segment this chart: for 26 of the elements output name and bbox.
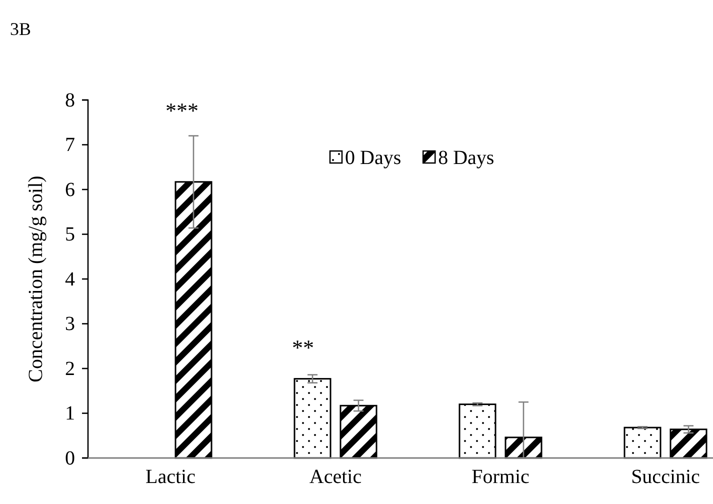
text: 3B [10,19,32,39]
x-tick-label: Formic [472,466,530,488]
annotation: *** [166,98,198,123]
bar [294,378,332,459]
y-tick-label: 2 [65,358,75,380]
bar [504,436,542,459]
annotation: ** [292,335,314,360]
bar [174,181,212,459]
y-axis-title: Concentration (mg/g soil) [25,176,47,382]
bar [340,404,378,459]
x-tick-label: Acetic [309,466,362,488]
y-tick-label: 3 [65,313,75,336]
y-tick-label: 4 [65,268,75,290]
bar [670,428,708,459]
y-tick-label: 6 [65,178,75,201]
bar [624,426,662,459]
legend-label: 0 Days [345,147,402,169]
bar [458,404,496,459]
y-tick-label: 8 [65,89,75,112]
y-tick-label: 0 [65,447,75,470]
x-tick-label: Lactic [146,466,196,488]
legend-label: 8 Days [438,147,494,169]
x-tick-label: Succinic [631,466,700,488]
y-tick-label: 7 [65,134,75,156]
y-tick-label: 5 [65,224,75,246]
y-tick-label: 1 [65,402,75,425]
